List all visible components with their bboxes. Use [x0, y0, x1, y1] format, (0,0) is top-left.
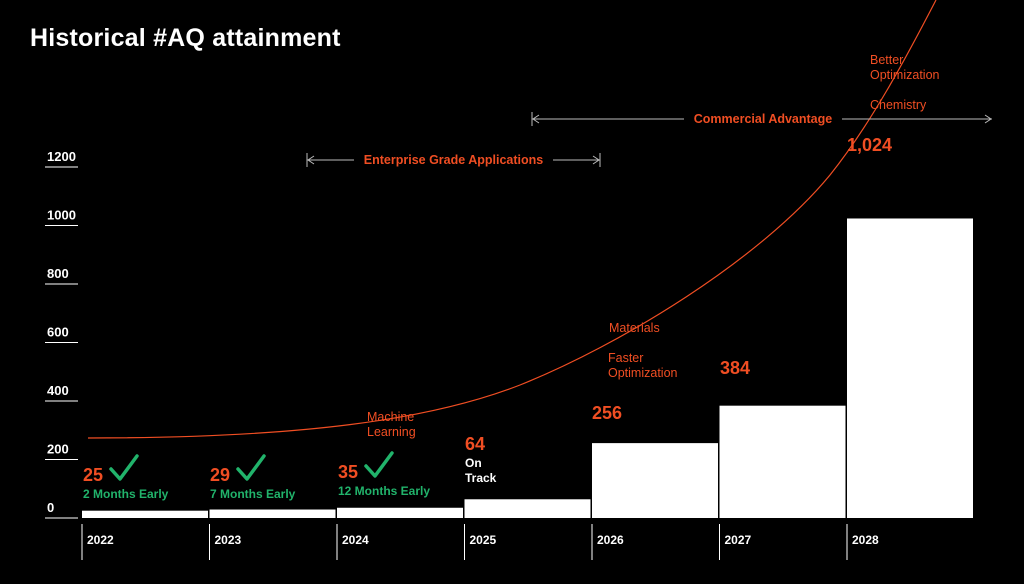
value-label-2022: 25 [83, 465, 103, 485]
x-tick-label: 2022 [87, 533, 114, 547]
value-label-2026: 256 [592, 403, 622, 423]
bars [82, 218, 973, 519]
y-tick-label: 0 [47, 500, 54, 515]
y-tick-label: 800 [47, 266, 69, 281]
annotation-machine-learning: Learning [367, 425, 416, 439]
range-arrowhead-left [307, 155, 315, 165]
trend-curve [87, 0, 937, 439]
range-commercial-advantage: Commercial Advantage [531, 112, 992, 126]
bar-2028 [847, 218, 973, 519]
bar-2023 [209, 509, 336, 518]
bar-2026 [592, 443, 718, 518]
annotation-chemistry: Chemistry [870, 98, 927, 112]
range-arrowhead-right [984, 114, 992, 124]
chart-title: Historical #AQ attainment [30, 24, 341, 52]
x-axis: 2022 2023 2024 2025 2026 2027 2028 [81, 524, 879, 560]
value-labels: 25 29 35 64 256 384 1,024 [83, 135, 892, 485]
range-arrowhead-right [592, 155, 600, 165]
value-label-2024: 35 [338, 462, 358, 482]
trend-annotations: MachineLearningMaterialsFasterOptimizati… [367, 53, 940, 439]
x-tick-label: 2026 [597, 533, 624, 547]
value-label-2025: 64 [465, 434, 485, 454]
x-tick-label: 2024 [342, 533, 369, 547]
range-arrowhead-left [532, 114, 540, 124]
range-enterprise-grade-applications: Enterprise Grade Applications [306, 153, 601, 167]
bar-2025 [464, 499, 591, 518]
range-label: Enterprise Grade Applications [364, 153, 543, 167]
value-label-2023: 29 [210, 465, 230, 485]
checkmark-icon [364, 451, 394, 478]
bar-2024 [337, 507, 463, 518]
status-note-2022: 2 Months Early [83, 487, 169, 501]
annotation-faster-optimization: Faster [608, 351, 643, 365]
annotation-faster-optimization: Optimization [608, 366, 678, 380]
range-label: Commercial Advantage [694, 112, 833, 126]
annotation-better-optimization: Better [870, 53, 903, 67]
value-label-2027: 384 [720, 358, 750, 378]
annotation-materials: Materials [609, 321, 660, 335]
y-tick-label: 400 [47, 383, 69, 398]
x-tick-label: 2023 [215, 533, 242, 547]
x-tick-label: 2028 [852, 533, 879, 547]
status-notes: 2 Months Early 7 Months Early 12 Months Ea… [83, 451, 497, 501]
value-label-2028: 1,024 [847, 135, 892, 155]
y-tick-label: 600 [47, 325, 69, 340]
x-tick-label: 2027 [725, 533, 752, 547]
annotation-machine-learning: Machine [367, 410, 414, 424]
status-note-2024: 12 Months Early [338, 484, 430, 498]
status-note-2023: 7 Months Early [210, 487, 296, 501]
checkmark-icon [109, 454, 139, 481]
y-tick-label: 1000 [47, 208, 76, 223]
y-tick-label: 1200 [47, 149, 76, 164]
bar-2027 [719, 405, 846, 518]
y-tick-label: 200 [47, 442, 69, 457]
x-tick-label: 2025 [470, 533, 497, 547]
status-note-2025: On [465, 456, 482, 470]
checkmark-icon [236, 454, 266, 481]
status-note-2025: Track [465, 471, 497, 485]
bar-2022 [82, 510, 208, 518]
annotation-better-optimization: Optimization [870, 68, 940, 82]
y-axis: 0 200 400 600 800 1000 1200 [45, 149, 78, 519]
